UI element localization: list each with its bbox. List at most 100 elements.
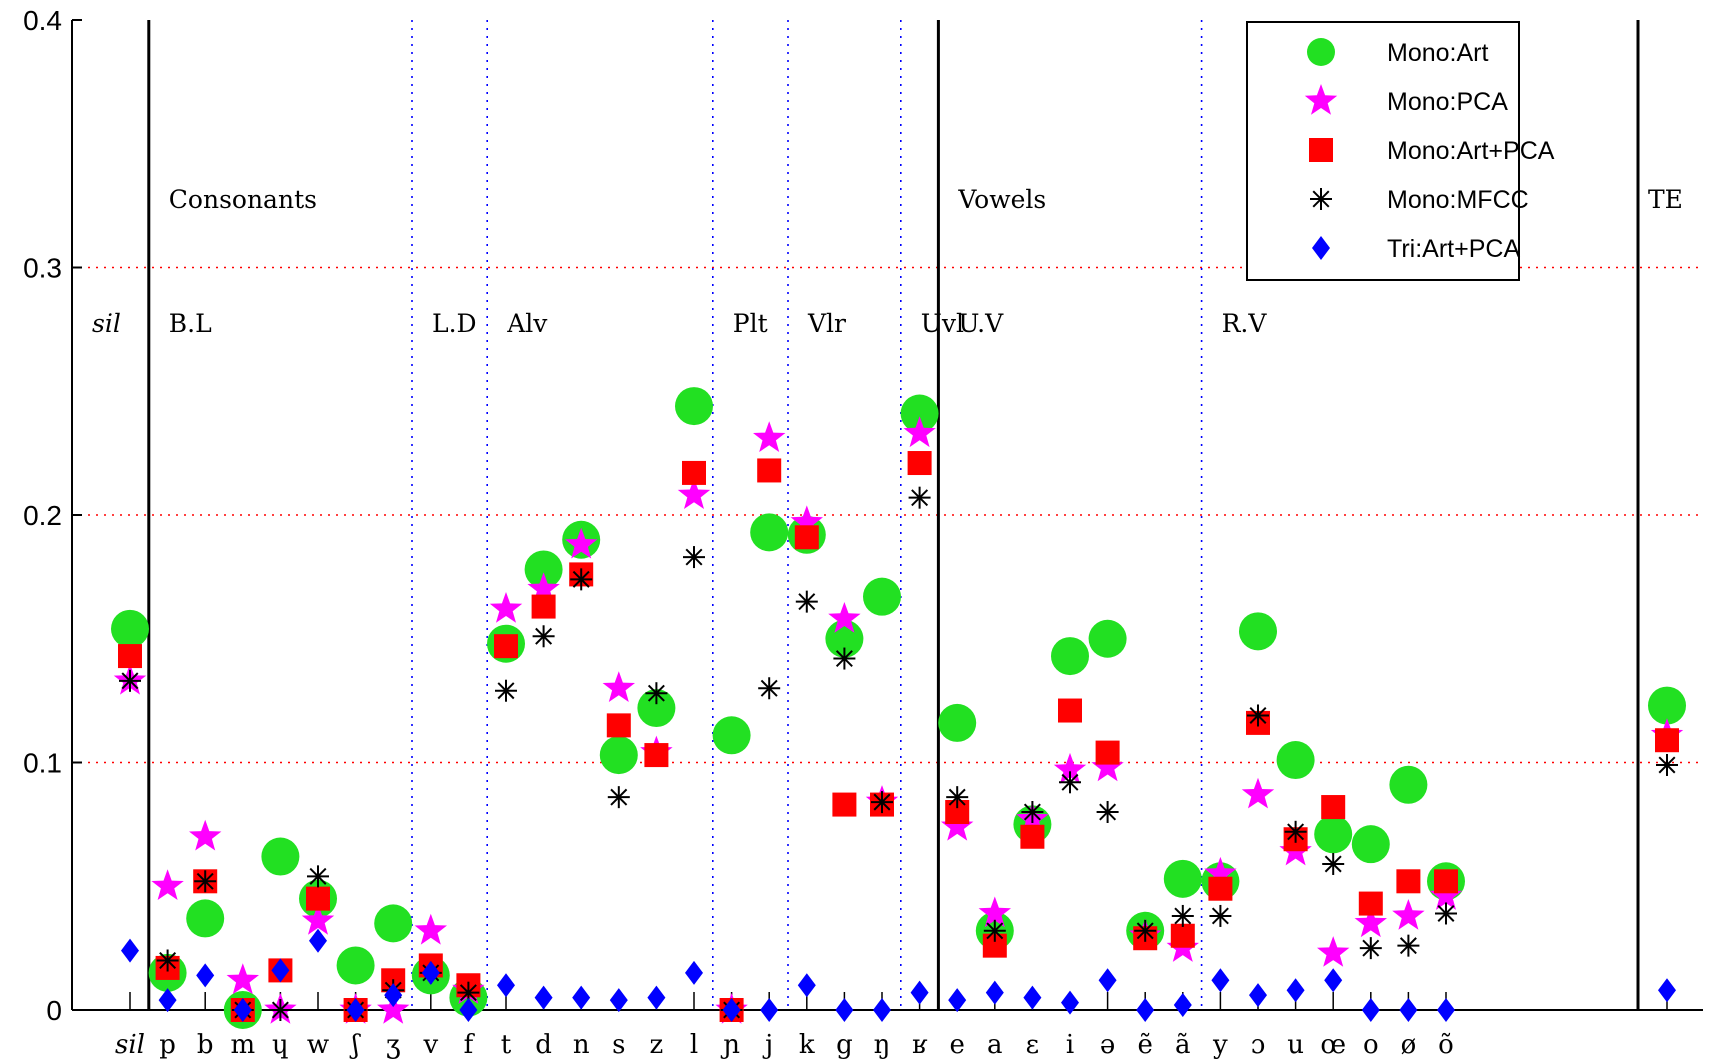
x-tick-label: ɔ [1251,1030,1266,1060]
data-point [524,550,563,589]
x-tick-label: d [535,1030,552,1060]
data-point [606,713,631,738]
data-point [900,394,939,433]
x-tick-label: ŋ [874,1030,891,1060]
data-point [978,896,1011,928]
data-point [1241,777,1275,809]
data-point [1249,983,1267,1008]
data-point [1429,879,1463,910]
data-point [189,819,222,851]
data-point [494,634,518,659]
data-point [377,993,410,1024]
series-3 [119,486,1678,1021]
x-tick-label: f [464,1030,476,1060]
legend-label: Tri:Art+PCA [1387,235,1520,263]
x-tick-label: y [1212,1030,1228,1060]
data-point [226,963,259,995]
data-point [194,870,217,893]
data-point [1317,936,1350,967]
data-point [151,869,184,900]
data-point [186,899,225,938]
data-point [948,988,967,1013]
data-point [271,958,290,983]
data-point [722,998,741,1022]
data-point [1359,937,1382,960]
x-tick-label: œ [1320,1030,1346,1060]
data-point [534,985,553,1010]
data-point [1170,923,1195,948]
data-point [1656,753,1678,776]
legend-marker [1310,188,1332,210]
data-point [1276,741,1315,780]
data-point [682,460,706,485]
x-tick-label: a [987,1030,1003,1060]
x-tick-label: p [159,1030,176,1060]
data-point [158,988,177,1013]
series-2 [118,451,1679,1022]
data-point [1204,856,1237,888]
gridlines [72,266,1703,764]
data-point [907,451,932,476]
data-point [790,505,823,537]
data-point [1361,998,1380,1022]
legend-marker [1304,84,1338,115]
x-tick-label: ʒ [386,1030,401,1060]
data-point [1648,686,1686,725]
y-tick-label: 0.1 [23,748,62,779]
series-4 [121,928,1676,1022]
data-point [196,963,215,988]
series-1 [113,416,1684,1024]
legend-label: Mono:PCA [1387,88,1508,116]
x-tick-label: ã [1175,1030,1191,1060]
data-point [497,973,515,998]
data-point [1020,824,1045,849]
data-point [753,421,786,452]
data-markers [111,387,1686,1029]
data-point [1053,752,1087,784]
group-label: sil [92,309,121,338]
data-point [983,919,1006,942]
series-0 [111,387,1686,1029]
data-point [532,625,555,648]
data-point [459,998,478,1022]
data-point [306,886,330,911]
y-tick-label: 0 [46,995,62,1026]
legend-label: Mono:MFCC [1387,186,1529,214]
data-point [1239,612,1277,651]
x-tick-label: m [230,1030,255,1060]
data-point [1209,904,1232,927]
data-point [233,998,252,1022]
group-label: R.V [1222,309,1268,338]
group-label: U.V [958,309,1004,338]
x-tick-label: ɛ [1026,1030,1039,1060]
data-point [1434,869,1458,894]
data-point [1136,998,1155,1022]
data-point [1658,978,1676,1003]
y-tick-label: 0.4 [23,5,62,36]
data-point [1208,876,1233,901]
data-point [1322,852,1345,875]
data-point [1173,993,1192,1018]
x-tick-label: u [1287,1030,1304,1060]
data-point [1351,825,1390,864]
data-point [647,985,666,1010]
x-tick-label: t [501,1030,512,1060]
data-point [1389,765,1428,804]
data-point [1051,637,1089,676]
x-tick-label: ə [1100,1030,1115,1060]
data-point [1284,820,1307,843]
data-point [572,985,591,1010]
data-point [609,988,628,1013]
group-label: Alv [506,309,548,338]
x-tick-label: e [950,1030,965,1060]
group-label: Vlr [807,309,846,338]
data-point [941,809,974,841]
data-point [1023,985,1042,1010]
data-point [832,792,857,817]
data-point [908,486,931,509]
y-tick-label: 0.2 [23,500,62,531]
x-tick-label: ɲ [720,1030,740,1060]
data-point [570,568,593,591]
